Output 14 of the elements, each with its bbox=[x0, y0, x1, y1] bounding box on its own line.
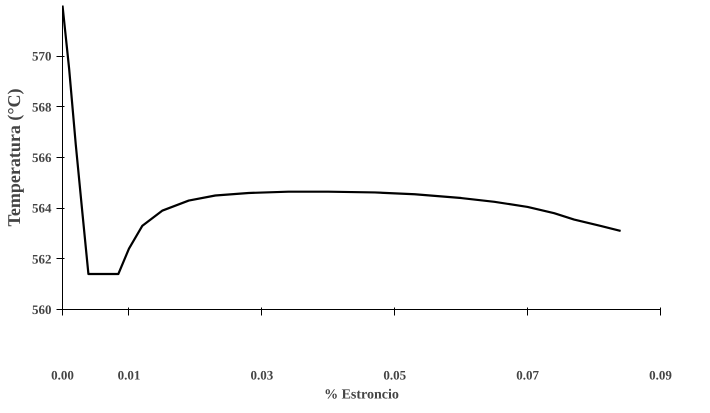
y-tick-label: 562 bbox=[32, 251, 52, 266]
y-tick-label: 568 bbox=[32, 99, 52, 114]
y-tick-label: 564 bbox=[32, 200, 52, 216]
y-tick-label: 570 bbox=[32, 48, 52, 64]
y-tick-label: 566 bbox=[32, 150, 52, 165]
y-tick-label: 560 bbox=[32, 302, 52, 317]
x-tick-label: 0.00 bbox=[51, 368, 74, 382]
x-tick-label: 0.03 bbox=[250, 368, 274, 382]
x-tick-label: 0.09 bbox=[649, 368, 672, 382]
x-axis-title: % Estroncio bbox=[324, 388, 399, 402]
x-tick-label: 0.01 bbox=[118, 368, 140, 382]
y-axis-title: Temperatura (°C) bbox=[4, 88, 24, 227]
x-tick-label: 0.07 bbox=[516, 368, 540, 382]
x-tick-label: 0.05 bbox=[383, 368, 407, 382]
